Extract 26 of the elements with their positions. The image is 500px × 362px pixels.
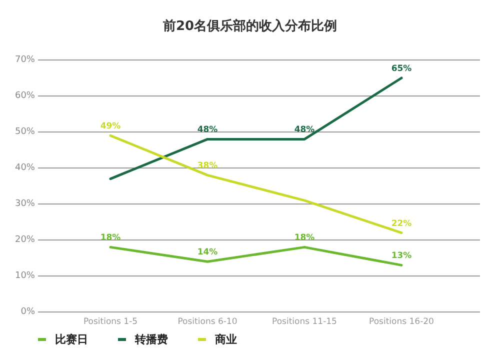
legend-label: 比赛日 xyxy=(55,333,88,346)
data-label: 14% xyxy=(197,248,218,258)
y-tick-label: 70% xyxy=(14,55,36,65)
y-tick-label: 60% xyxy=(14,91,36,101)
y-tick-label: 10% xyxy=(14,271,36,281)
legend-label: 商业 xyxy=(214,333,237,346)
y-tick-label: 0% xyxy=(20,307,36,317)
x-tick-label: Positions 11-15 xyxy=(272,317,337,327)
data-label: 49% xyxy=(100,122,122,132)
data-label: 22% xyxy=(391,218,412,229)
data-label: 65% xyxy=(391,64,412,74)
data-label: 48% xyxy=(294,125,316,136)
y-tick-label: 50% xyxy=(14,127,36,137)
x-tick-label: Positions 1-5 xyxy=(83,317,138,327)
legend-label: 转播费 xyxy=(134,333,168,346)
data-label: 48% xyxy=(197,125,218,136)
y-tick-label: 40% xyxy=(14,163,36,173)
x-tick-label: Positions 16-20 xyxy=(369,317,434,327)
data-label: 18% xyxy=(100,233,122,244)
data-label: 13% xyxy=(391,251,412,262)
y-tick-label: 30% xyxy=(14,199,36,209)
chart-title: 前20名俱乐部的收入分布比例 xyxy=(162,18,338,34)
x-tick-label: Positions 6-10 xyxy=(178,317,238,327)
data-label: 18% xyxy=(294,233,316,244)
y-tick-label: 20% xyxy=(14,235,36,245)
data-label: 38% xyxy=(197,161,218,172)
